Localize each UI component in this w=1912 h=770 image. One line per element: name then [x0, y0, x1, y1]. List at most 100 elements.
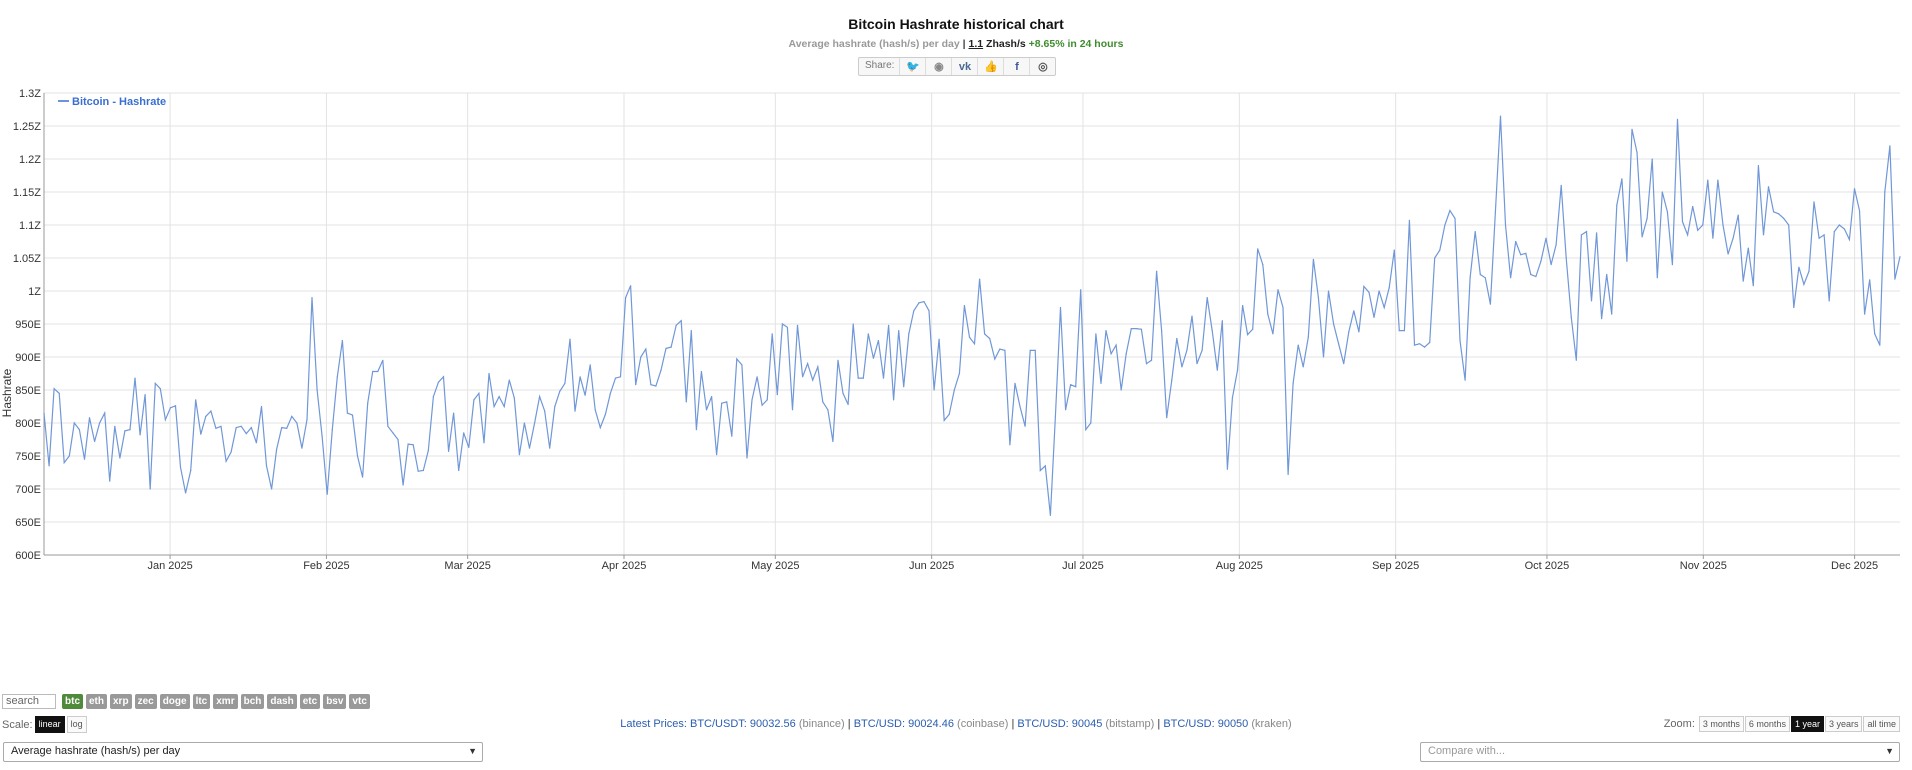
data-point	[83, 458, 86, 460]
metric-select[interactable]: Average hashrate (hash/s) per day ▼	[3, 742, 483, 762]
data-point	[1171, 379, 1173, 381]
search-input[interactable]: search	[2, 694, 56, 709]
like-icon[interactable]: 👍	[978, 58, 1005, 75]
data-point	[1297, 344, 1299, 346]
data-point	[109, 480, 111, 482]
zoom-6-months-button[interactable]: 6 months	[1744, 716, 1790, 732]
coin-ltc[interactable]: ltc	[192, 694, 211, 709]
data-point	[1135, 328, 1137, 330]
y-tick-label: 650E	[15, 517, 41, 529]
coin-bch[interactable]: bch	[240, 694, 265, 709]
legend-item[interactable]: Bitcoin - Hashrate	[72, 96, 166, 108]
coin-xrp[interactable]: xrp	[110, 694, 132, 709]
data-point	[205, 415, 207, 417]
coin-xmr[interactable]: xmr	[213, 694, 238, 709]
data-point	[604, 413, 607, 415]
exchange-coinbase: (coinbase)	[957, 718, 1009, 730]
coin-zec[interactable]: zec	[134, 694, 157, 709]
coin-doge[interactable]: doge	[159, 694, 190, 709]
data-point	[63, 462, 65, 464]
data-point	[1798, 266, 1800, 268]
hashrate-series-line[interactable]	[43, 116, 1901, 516]
zoom-1-year-button[interactable]: 1 year	[1790, 716, 1824, 732]
facebook-icon[interactable]: f	[1004, 58, 1031, 75]
price-coinbase[interactable]: BTC/USD: 90024.46	[853, 718, 954, 730]
zoom-3-months-button[interactable]: 3 months	[1698, 716, 1744, 732]
coin-dash[interactable]: dash	[267, 694, 297, 709]
vk-icon[interactable]: vk	[952, 58, 979, 75]
data-point	[159, 388, 161, 390]
data-point	[473, 399, 475, 401]
scale-log-button[interactable]: log	[66, 716, 87, 733]
twitter-icon[interactable]: 🐦	[900, 58, 927, 75]
data-point	[579, 376, 581, 378]
data-point	[1353, 310, 1355, 312]
price-binance[interactable]: BTC/USDT: 90032.56	[690, 718, 796, 730]
series-points	[43, 115, 1901, 516]
scale-linear-button[interactable]: linear	[34, 716, 65, 733]
data-point	[1343, 363, 1345, 365]
data-point	[114, 425, 116, 427]
data-point	[1333, 323, 1335, 325]
hashrate-chart[interactable]: 600E 650E 700E 750E 800E 850E 900E 950E 1Z 1.05Z 1…	[0, 88, 1912, 688]
data-point	[705, 409, 708, 411]
data-point	[1009, 444, 1011, 446]
data-point	[321, 435, 323, 437]
data-point	[1429, 341, 1431, 344]
data-point	[1338, 343, 1340, 345]
data-point	[1697, 229, 1699, 231]
compare-select[interactable]: Compare with... ▼	[1420, 742, 1900, 762]
change-24h: +8.65% in 24 hours	[1028, 38, 1124, 50]
data-point	[675, 324, 677, 326]
data-point	[1601, 318, 1603, 320]
data-point	[918, 302, 920, 304]
coin-etc[interactable]: etc	[299, 694, 321, 709]
data-point	[1469, 277, 1471, 279]
y-tick-label: 800E	[15, 418, 41, 430]
coin-bsv[interactable]: bsv	[323, 694, 347, 709]
data-point	[1580, 234, 1582, 236]
data-point	[761, 404, 763, 406]
data-point	[1894, 278, 1896, 280]
data-point	[802, 376, 804, 378]
data-point	[1494, 211, 1496, 213]
data-point	[240, 425, 242, 427]
data-point	[1590, 300, 1593, 302]
price-kraken[interactable]: BTC/USD: 90050	[1163, 718, 1249, 730]
data-point	[448, 450, 450, 452]
data-point	[1166, 417, 1168, 419]
data-point	[938, 338, 940, 340]
data-point	[442, 376, 445, 378]
exchange-binance: (binance)	[798, 718, 845, 730]
data-point	[771, 333, 773, 335]
data-point	[1095, 333, 1097, 335]
x-tick-label: Mar 2025	[444, 560, 490, 572]
data-point	[1874, 333, 1876, 335]
data-point	[392, 432, 394, 434]
coin-eth[interactable]: eth	[86, 694, 107, 709]
data-point	[518, 454, 521, 456]
data-point	[1454, 217, 1456, 219]
data-point	[1090, 422, 1092, 424]
data-point	[1474, 231, 1476, 233]
subtitle-metric: Average hashrate (hash/s) per day	[788, 38, 960, 50]
data-point	[1373, 316, 1375, 318]
reddit-icon[interactable]: ◉	[926, 58, 953, 75]
price-bitstamp[interactable]: BTC/USD: 90045	[1017, 718, 1103, 730]
zoom-3-years-button[interactable]: 3 years	[1824, 716, 1863, 732]
data-point	[478, 392, 480, 394]
x-tick-label: May 2025	[751, 560, 799, 572]
data-point	[346, 412, 348, 414]
data-point	[1778, 213, 1780, 215]
current-value[interactable]: 1.1	[968, 38, 984, 50]
weibo-icon[interactable]: ◎	[1038, 61, 1048, 73]
zoom-all-time-button[interactable]: all time	[1863, 716, 1900, 732]
data-point	[493, 405, 495, 408]
data-point	[903, 386, 905, 388]
data-point	[1838, 224, 1840, 226]
data-point	[1889, 145, 1891, 147]
data-point	[1803, 283, 1805, 285]
coin-vtc[interactable]: vtc	[349, 694, 370, 709]
data-point	[1687, 234, 1689, 236]
coin-btc[interactable]: btc	[62, 694, 83, 709]
